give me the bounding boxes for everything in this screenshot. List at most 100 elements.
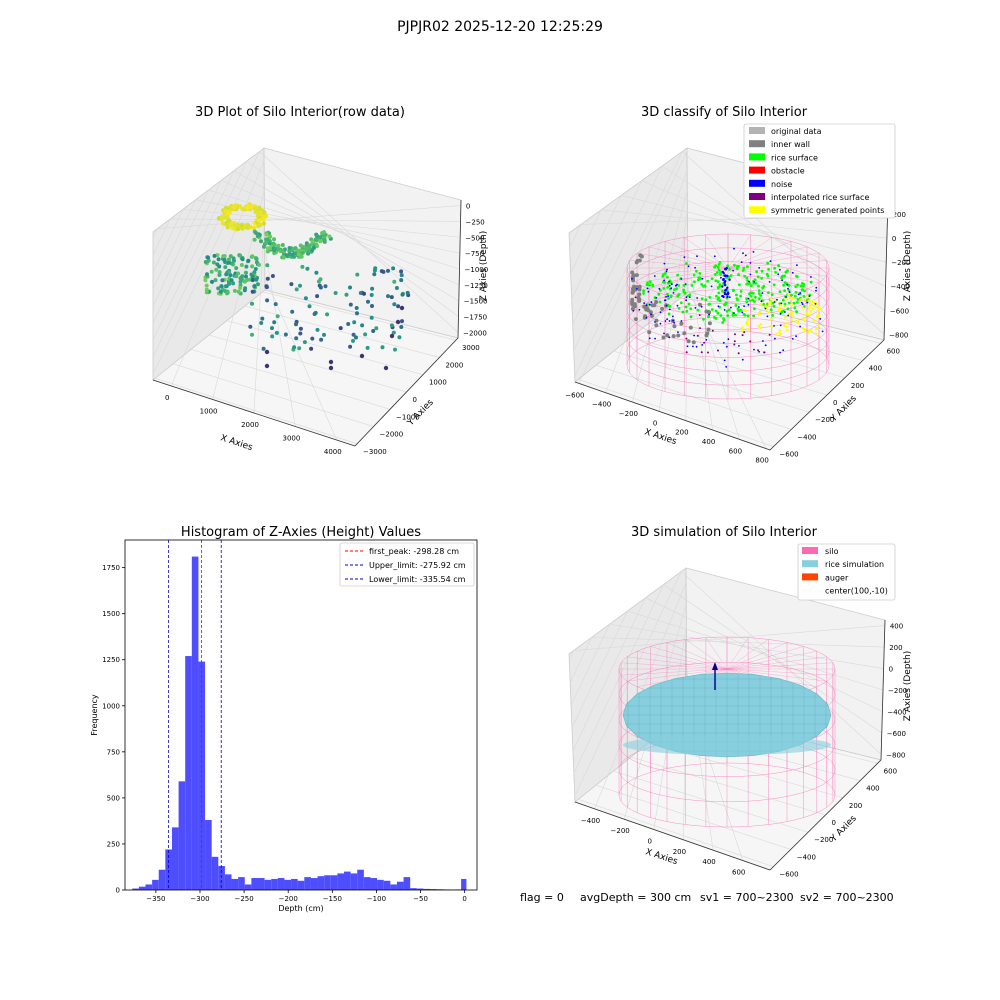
cls-point-noise — [638, 308, 641, 311]
hist-frame — [124, 539, 478, 891]
cls-point-noise — [738, 306, 740, 308]
hist-x-tick: −200 — [279, 895, 298, 903]
cls-scatter-points — [630, 247, 824, 368]
raw-point — [239, 223, 244, 228]
raw-point — [405, 290, 410, 295]
raw-point — [344, 292, 349, 297]
raw-point — [268, 234, 273, 239]
cls-point-symmetric — [758, 313, 761, 317]
hist-bar — [423, 888, 431, 890]
sim-silo-spoke — [685, 639, 728, 670]
cls-x-tick: 400 — [702, 438, 715, 446]
hist-legend: first_peak: -298.28 cm Upper_limit: -275.… — [339, 542, 475, 587]
raw-y-tick: −3000 — [363, 448, 387, 456]
cls-point-rice — [698, 277, 702, 281]
cls-point-noise — [787, 287, 789, 290]
cls-point-rice — [719, 314, 723, 317]
cls-point-rice — [666, 275, 669, 279]
cls-point-noise — [683, 256, 686, 259]
raw-point — [255, 234, 260, 239]
cls-point-noise — [726, 295, 729, 299]
cls-point-rice — [739, 294, 742, 298]
footer-flag: flag = 0 — [520, 891, 564, 904]
sim-legend: silo rice simulation auger center(100,-10) — [797, 543, 896, 601]
cls-point-noise — [753, 281, 756, 283]
cls-point-rice — [714, 279, 718, 283]
cls-point-symmetric — [779, 304, 782, 307]
sim-z-tick: 400 — [890, 623, 903, 631]
raw-point — [392, 302, 397, 307]
cls-point-noise — [723, 359, 726, 362]
raw-point — [322, 239, 327, 244]
hist-x-label: Depth (cm) — [278, 904, 323, 913]
raw-z-gridline — [152, 150, 459, 375]
cls-z-gridline — [574, 150, 885, 377]
cls-point-rice — [721, 289, 724, 293]
hist-title: Histogram of Z-Axies (Height) Values — [181, 525, 421, 540]
raw-point — [265, 249, 270, 254]
raw-point — [255, 282, 260, 287]
raw-point — [261, 221, 267, 226]
cls-point-noise — [747, 303, 750, 306]
raw-point — [258, 210, 263, 215]
raw-y-tick: 0 — [413, 396, 417, 404]
cls-point-wall — [637, 284, 642, 289]
raw-point — [360, 323, 365, 328]
cls-point-interp — [717, 349, 719, 352]
cls-point-noise — [779, 313, 782, 315]
sim-silo-spoke — [726, 646, 804, 670]
raw-point — [289, 282, 294, 287]
cls-point-rice — [766, 302, 769, 306]
cls-tick-labels: −600−400−20002004006008006004002000−200−… — [565, 211, 910, 465]
cls-point-noise — [769, 260, 772, 263]
cls-point-rice — [750, 284, 753, 288]
hist-bar — [244, 884, 252, 890]
raw-point — [270, 274, 275, 278]
cls-point-rice — [745, 297, 748, 301]
hist-bar — [363, 877, 371, 890]
cls-point-symmetric — [803, 327, 806, 331]
cls-point-interp — [685, 351, 688, 354]
cls-point-noise — [791, 338, 794, 340]
cls-point-rice — [753, 300, 756, 303]
cls-point-rice — [669, 295, 673, 299]
cls-point-rice — [792, 301, 796, 305]
cls-point-symmetric — [803, 330, 807, 333]
cls-point-wall — [631, 273, 636, 278]
cls-point-noise — [694, 266, 696, 269]
hist-bars — [132, 556, 467, 890]
cls-point-rice — [781, 298, 785, 302]
cls-point-noise — [747, 297, 750, 300]
raw-z-gridline — [152, 160, 459, 358]
cls-point-rice — [734, 304, 738, 307]
cls-point-rice — [783, 302, 787, 306]
cls-point-noise — [721, 285, 724, 288]
cls-z-tick: 0 — [892, 235, 896, 243]
cls-point-noise — [708, 313, 710, 316]
cls-point-rice — [794, 291, 798, 294]
cls-point-noise — [795, 335, 797, 338]
raw-z-tick: −2000 — [463, 329, 487, 337]
cls-point-rice — [772, 304, 776, 308]
raw-point — [315, 294, 320, 299]
cls-point-rice — [707, 315, 710, 319]
panel-simulation-3d: −400 −200 0 200 400 600 600 400 200 0 −200 −400 −600… — [568, 525, 913, 879]
cls-point-noise — [673, 322, 676, 324]
cls-y-gridline — [666, 308, 863, 361]
cls-point-symmetric — [783, 305, 786, 308]
cls-point-noise — [725, 345, 728, 348]
sim-auger-tip — [712, 662, 718, 670]
cls-point-rice — [795, 301, 799, 304]
raw-point — [318, 285, 323, 290]
cls-point-noise — [720, 276, 722, 279]
hist-bar — [218, 866, 225, 890]
sim-silo-spoke — [726, 662, 833, 670]
cls-silo-spoke — [727, 246, 808, 269]
cls-point-rice — [733, 263, 736, 267]
raw-point — [216, 286, 221, 291]
hist-x-tick: −50 — [413, 895, 428, 903]
raw-z-gridline — [152, 205, 461, 239]
cls-point-rice — [728, 268, 731, 271]
cls-point-noise — [667, 295, 669, 298]
cls-point-rice — [675, 287, 678, 291]
